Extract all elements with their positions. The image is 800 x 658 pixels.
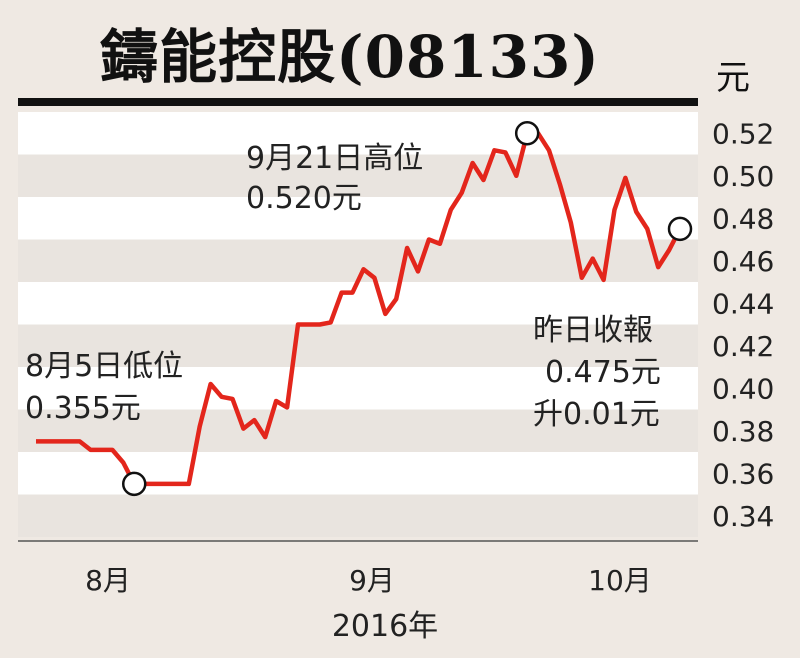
annotation-low-label: 8月5日低位 [25, 349, 183, 384]
grid-band [18, 367, 698, 410]
y-tick-label: 0.42 [712, 330, 774, 363]
x-axis-label: 2016年 [332, 609, 438, 644]
grid-band [18, 324, 698, 367]
y-tick-label: 0.50 [712, 160, 774, 193]
grid-band [18, 409, 698, 452]
y-tick-label: 0.46 [712, 245, 774, 278]
x-tick-labels: 8月 9月 10月 [85, 564, 652, 597]
y-axis-unit: 元 [716, 58, 750, 98]
grid-band [18, 494, 698, 537]
annotation-high-value: 0.520元 [246, 181, 362, 216]
x-tick-label: 9月 [349, 564, 395, 597]
annotation-low-value: 0.355元 [25, 391, 141, 426]
markers [121, 121, 693, 497]
x-tick-label: 10月 [588, 564, 652, 597]
chart-title: 鑄能控股(08133) [100, 23, 600, 91]
y-tick-label: 0.52 [712, 117, 774, 150]
grid-band [18, 112, 698, 155]
y-tick-label: 0.36 [712, 457, 774, 490]
last-point-marker [667, 216, 693, 242]
grid-band [18, 282, 698, 325]
annotation-close-change: 升0.01元 [533, 397, 660, 432]
y-tick-label: 0.44 [712, 287, 774, 320]
y-tick-label: 0.40 [712, 372, 774, 405]
grid-band [18, 197, 698, 240]
low-point-marker [121, 471, 147, 497]
x-tick-label: 8月 [85, 564, 131, 597]
annotation-close-value: 0.475元 [545, 355, 661, 390]
y-tick-label: 0.34 [712, 500, 774, 533]
y-tick-label: 0.38 [712, 415, 774, 448]
y-tick-labels: 0.34 0.36 0.38 0.40 0.42 0.44 0.46 0.48 0.50 0.52 [712, 117, 774, 533]
grid-band [18, 154, 698, 197]
y-tick-label: 0.48 [712, 202, 774, 235]
annotation-close-label: 昨日收報 [533, 313, 653, 348]
annotation-high-label: 9月21日高位 [246, 141, 423, 176]
title-rule [18, 98, 698, 106]
high-point-marker [514, 121, 540, 146]
